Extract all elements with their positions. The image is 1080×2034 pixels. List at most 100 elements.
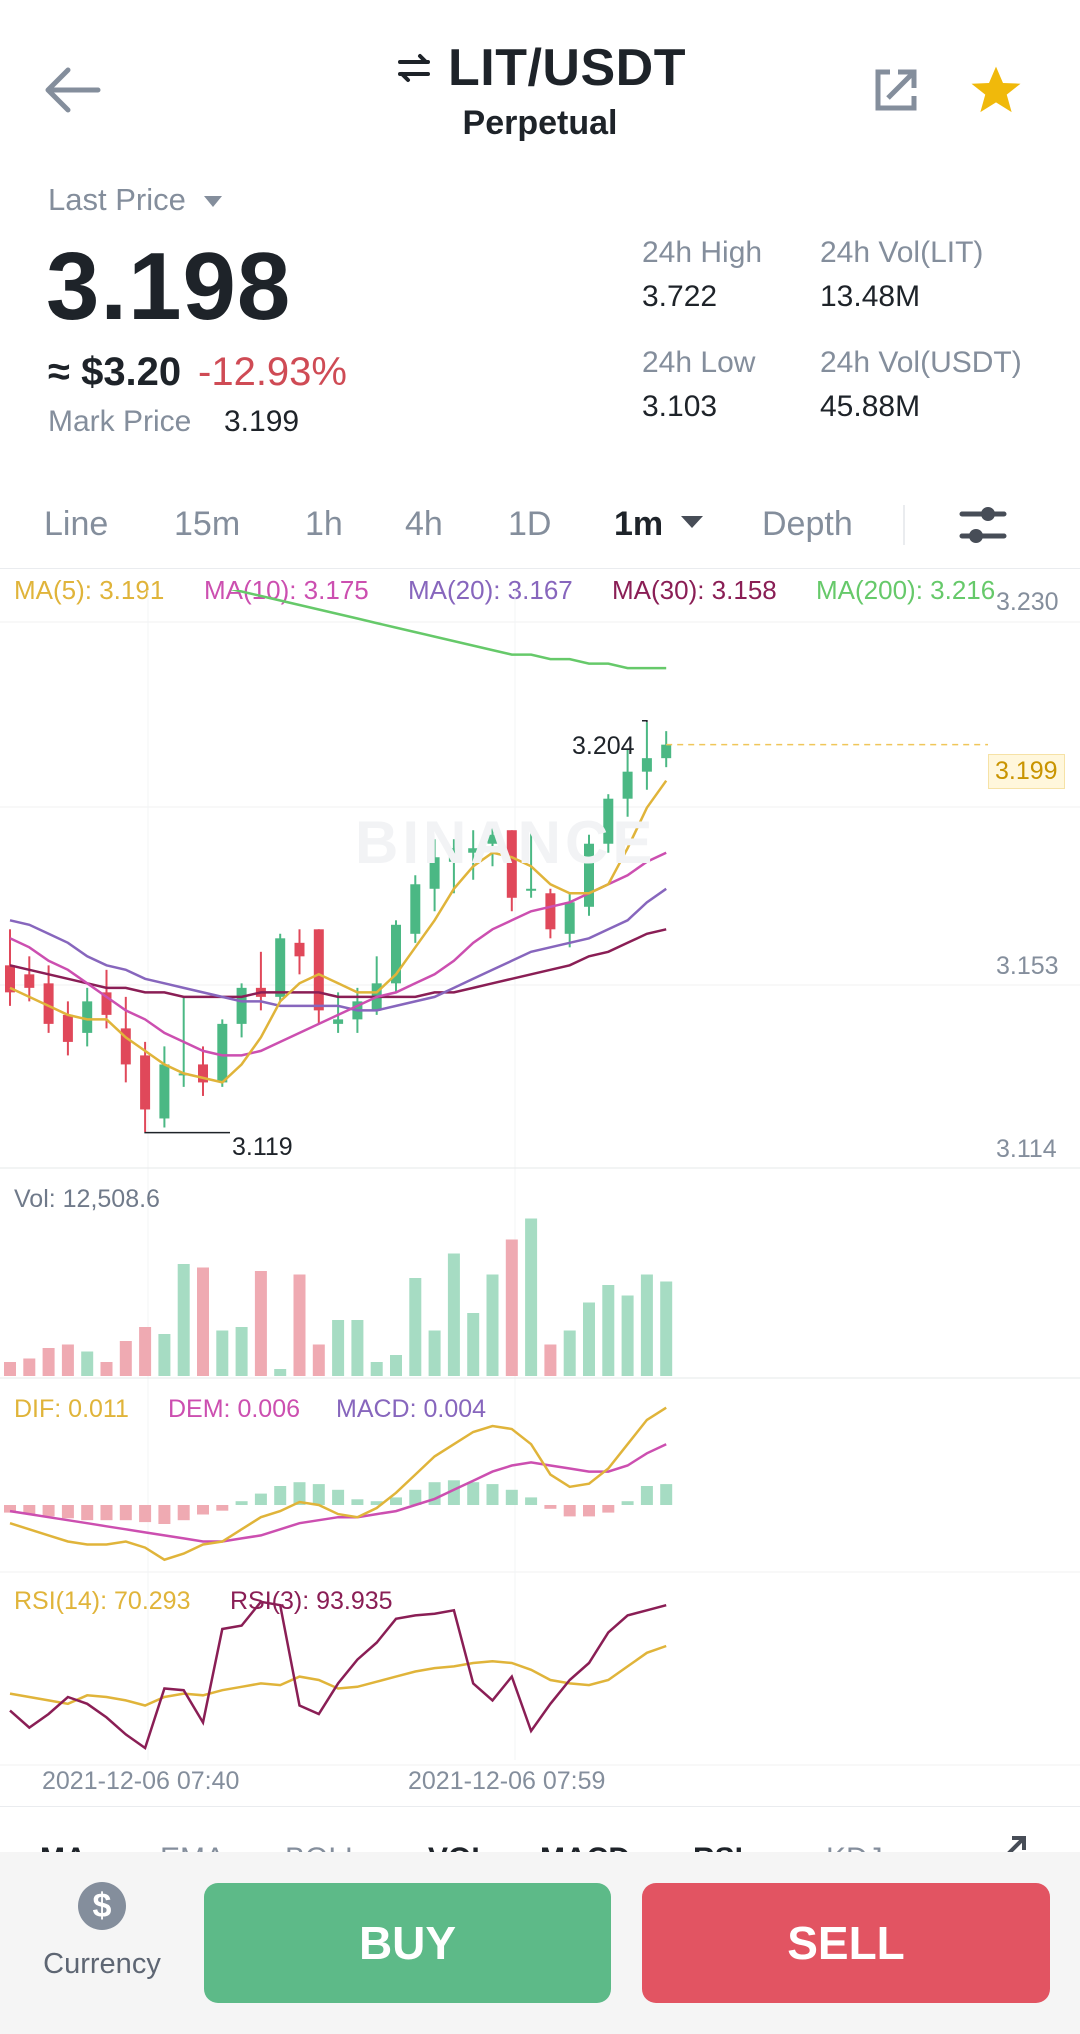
tab-depth[interactable]: Depth (762, 505, 853, 543)
indicator-tab-macd[interactable]: MACD (540, 1842, 630, 1852)
volume-bar (621, 1295, 634, 1376)
sell-button[interactable]: SELL (642, 1883, 1050, 2003)
back-button[interactable] (38, 55, 108, 125)
caret-down-icon (680, 516, 703, 529)
tab-1h[interactable]: 1h (305, 505, 343, 543)
macd-bar (61, 1505, 74, 1519)
volume-bar (61, 1344, 74, 1376)
fullscreen-icon[interactable] (1000, 1832, 1030, 1852)
dollar-icon: $ (78, 1882, 126, 1930)
tab-1d[interactable]: 1D (508, 505, 552, 543)
macd-bar (139, 1505, 152, 1523)
tab-4h[interactable]: 4h (405, 505, 443, 543)
macd-bar (23, 1505, 36, 1515)
rsi3-line (9, 1600, 667, 1750)
chart-settings-button[interactable] (958, 500, 1008, 550)
candle (5, 965, 15, 993)
macd-bar (486, 1484, 499, 1505)
tab-1m[interactable]: 1m (614, 505, 703, 544)
high-marker-line (642, 720, 648, 723)
header-title: LIT/USDT Perpetual (0, 38, 1080, 143)
tab-divider (903, 505, 905, 545)
indicator-tab-ma[interactable]: MA (40, 1842, 87, 1852)
candle (313, 929, 324, 1011)
price-axis-bottom: 3.114 (996, 1135, 1057, 1163)
external-link-icon (875, 69, 917, 111)
volume-bar (525, 1218, 538, 1376)
macd-bar (640, 1486, 653, 1505)
indicator-tab-kdj[interactable]: KDJ (826, 1842, 883, 1852)
candle (622, 771, 633, 799)
ma30-line (9, 928, 667, 999)
candle (101, 992, 112, 1015)
macd-bar (467, 1482, 480, 1505)
tab-line[interactable]: Line (44, 505, 109, 543)
macd-bar (274, 1486, 287, 1505)
macd-bar (254, 1493, 267, 1505)
candle (24, 974, 35, 988)
last-price: 3.198 (46, 233, 292, 340)
low-label: 24h Low (642, 346, 756, 379)
indicator-tabs: MA EMA BOLL VOL MACD RSI KDJ (0, 1812, 1080, 1852)
ma20-line (9, 887, 667, 1012)
volume-bar (139, 1327, 152, 1376)
candle (391, 924, 401, 984)
volume-bar (563, 1330, 576, 1376)
indicator-tab-vol[interactable]: VOL (428, 1842, 490, 1852)
volume-bar (640, 1274, 653, 1376)
star-icon (971, 66, 1021, 113)
dem-label: DEM: 0.006 (168, 1395, 301, 1423)
candle (468, 848, 479, 853)
kline-chart[interactable] (0, 590, 1080, 1770)
rsi14-line (9, 1644, 667, 1707)
macd-bar (563, 1505, 576, 1517)
indicator-tab-boll[interactable]: BOLL (285, 1842, 362, 1852)
ma5-legend: MA(5): 3.191 (14, 575, 165, 605)
swap-icon[interactable] (394, 48, 434, 88)
candle (564, 902, 575, 934)
candle (526, 888, 537, 891)
volume-bar (216, 1330, 229, 1376)
volume-bar (254, 1271, 267, 1376)
last-price-selector[interactable]: Last Price (48, 182, 223, 218)
candle (545, 893, 556, 930)
buy-button[interactable]: BUY (204, 1883, 611, 2003)
volume-bar (158, 1334, 171, 1376)
volume-bar (197, 1267, 209, 1376)
candle (661, 744, 672, 759)
current-price-tag: 3.199 (988, 754, 1065, 789)
candle (140, 1055, 151, 1110)
volume-bar (42, 1348, 55, 1376)
high-value: 3.722 (642, 280, 718, 313)
divider (0, 1806, 1080, 1807)
candle (410, 884, 421, 934)
macd-bar (505, 1489, 518, 1505)
macd-bar (158, 1505, 171, 1524)
volume-bar (505, 1239, 518, 1376)
favorite-button[interactable] (968, 62, 1024, 118)
volume-bar (428, 1330, 441, 1376)
macd-bar (390, 1497, 402, 1505)
low-marker-line (144, 1131, 230, 1134)
pair-name[interactable]: LIT/USDT (448, 39, 686, 97)
rsi3-label: RSI(3): 93.935 (230, 1587, 393, 1615)
macd-bar (100, 1505, 113, 1521)
vol-usdt-value: 45.88M (820, 390, 921, 423)
candle (159, 1064, 170, 1119)
dif-label: DIF: 0.011 (14, 1395, 129, 1423)
rsi14-label: RSI(14): 70.293 (14, 1587, 191, 1615)
volume-bar (602, 1285, 615, 1376)
share-button[interactable] (868, 62, 924, 118)
vol-lit-value: 13.48M (820, 280, 921, 313)
volume-bar (100, 1362, 113, 1376)
high-label: 24h High (642, 236, 763, 269)
macd-bar (293, 1482, 306, 1505)
candle (641, 758, 652, 772)
macd-bar (235, 1501, 248, 1505)
watermark: BINANCE (355, 809, 657, 876)
indicator-tab-rsi[interactable]: RSI (693, 1842, 743, 1852)
candle (236, 987, 247, 1024)
tab-15m[interactable]: 15m (174, 505, 241, 543)
currency-button[interactable]: $ Currency (30, 1882, 174, 1981)
indicator-tab-ema[interactable]: EMA (160, 1842, 225, 1852)
